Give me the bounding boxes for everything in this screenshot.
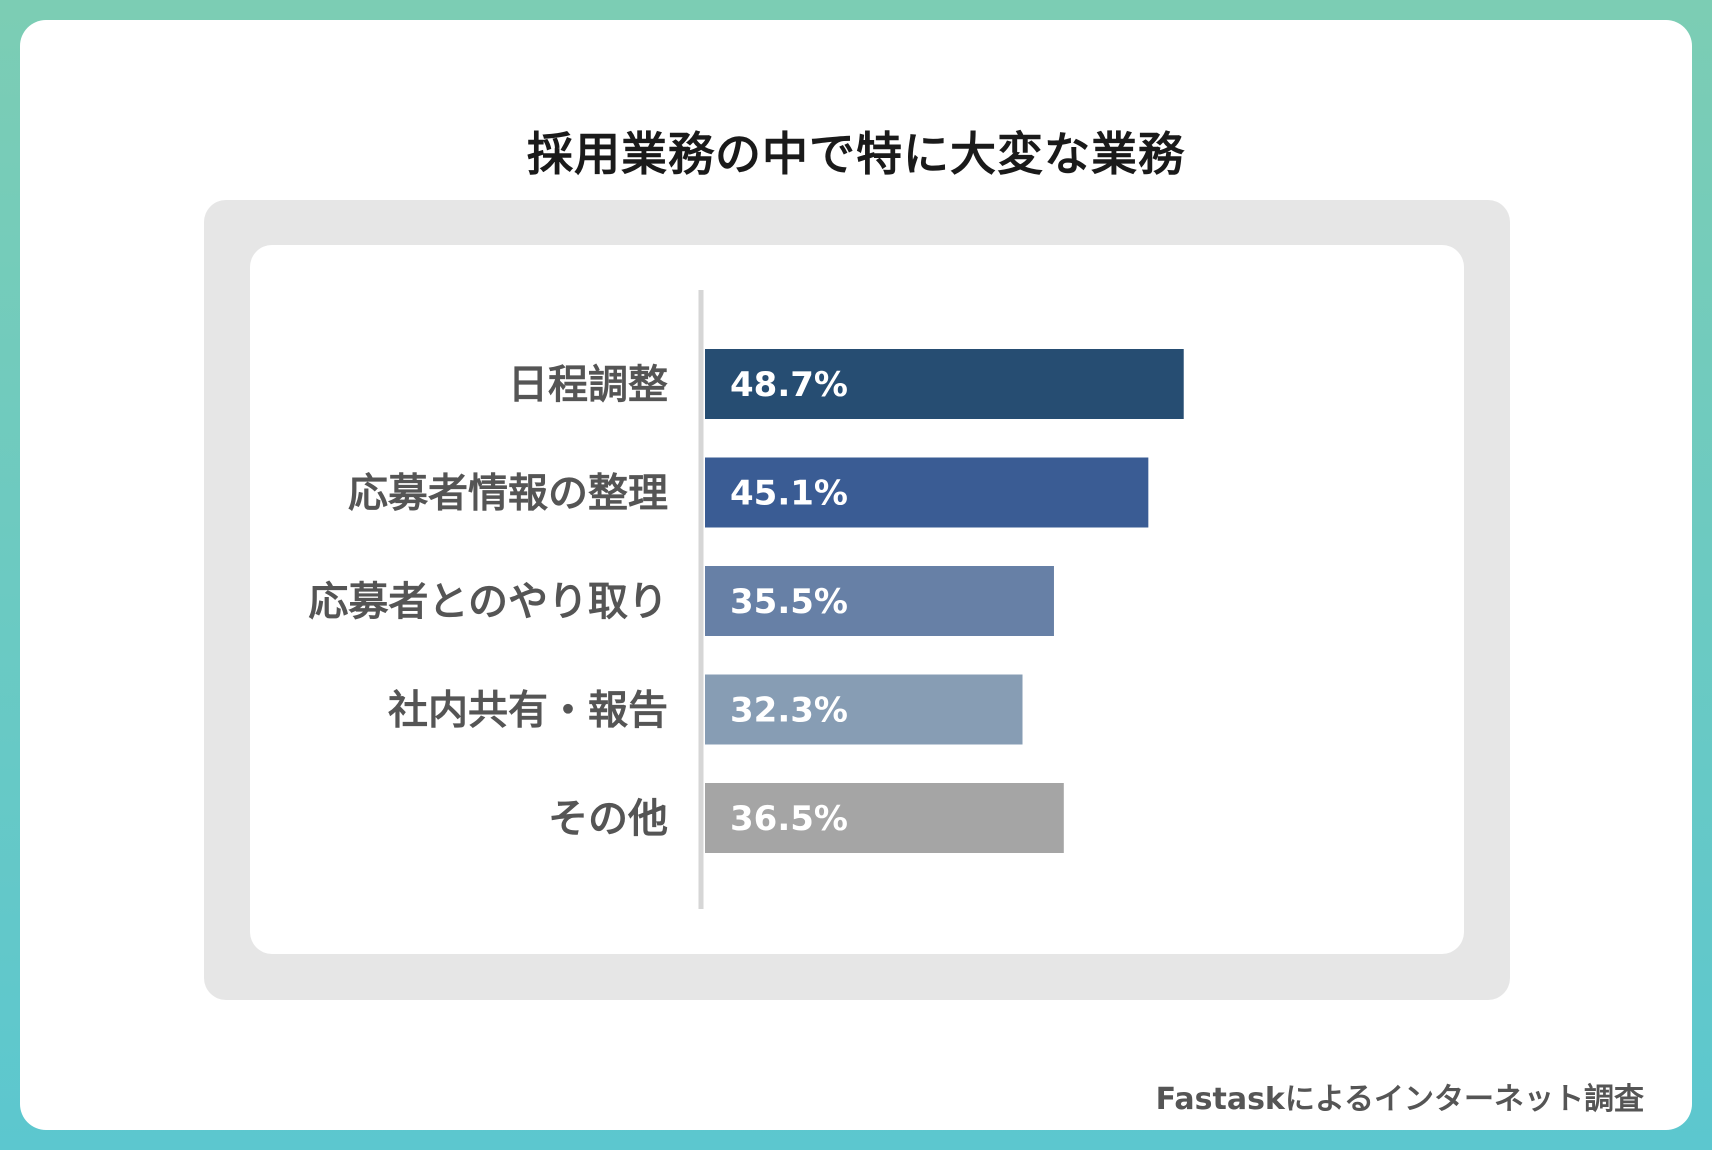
- bar-value-label: 36.5%: [730, 799, 848, 839]
- chart-title: 採用業務の中で特に大変な業務: [527, 127, 1185, 181]
- bar-chart: 48.7% 日程調整 45.1% 応募者情報の整理 35.5% 応募者とのやり取り 32.3…: [308, 290, 1184, 909]
- category-label: その他: [548, 796, 668, 842]
- category-label: 応募者とのやり取り: [308, 579, 668, 625]
- bar-value-label: 48.7%: [730, 365, 848, 405]
- category-label: 応募者情報の整理: [348, 471, 668, 517]
- bar: [705, 457, 1149, 528]
- bar: [705, 349, 1184, 419]
- bar: [705, 566, 1054, 636]
- chart-area: 48.7% 日程調整 45.1% 応募者情報の整理 35.5% 応募者とのやり取り 32.3…: [250, 245, 1464, 954]
- category-label: 日程調整: [508, 362, 668, 408]
- source-note: Fastaskによるインターネット調査: [1155, 1082, 1644, 1117]
- category-label: 社内共有・報告: [388, 688, 668, 734]
- bar: [705, 674, 1023, 745]
- bar-value-label: 35.5%: [730, 582, 848, 622]
- bar-value-label: 32.3%: [730, 691, 848, 731]
- bar: [705, 783, 1064, 853]
- bar-value-label: 45.1%: [730, 474, 848, 514]
